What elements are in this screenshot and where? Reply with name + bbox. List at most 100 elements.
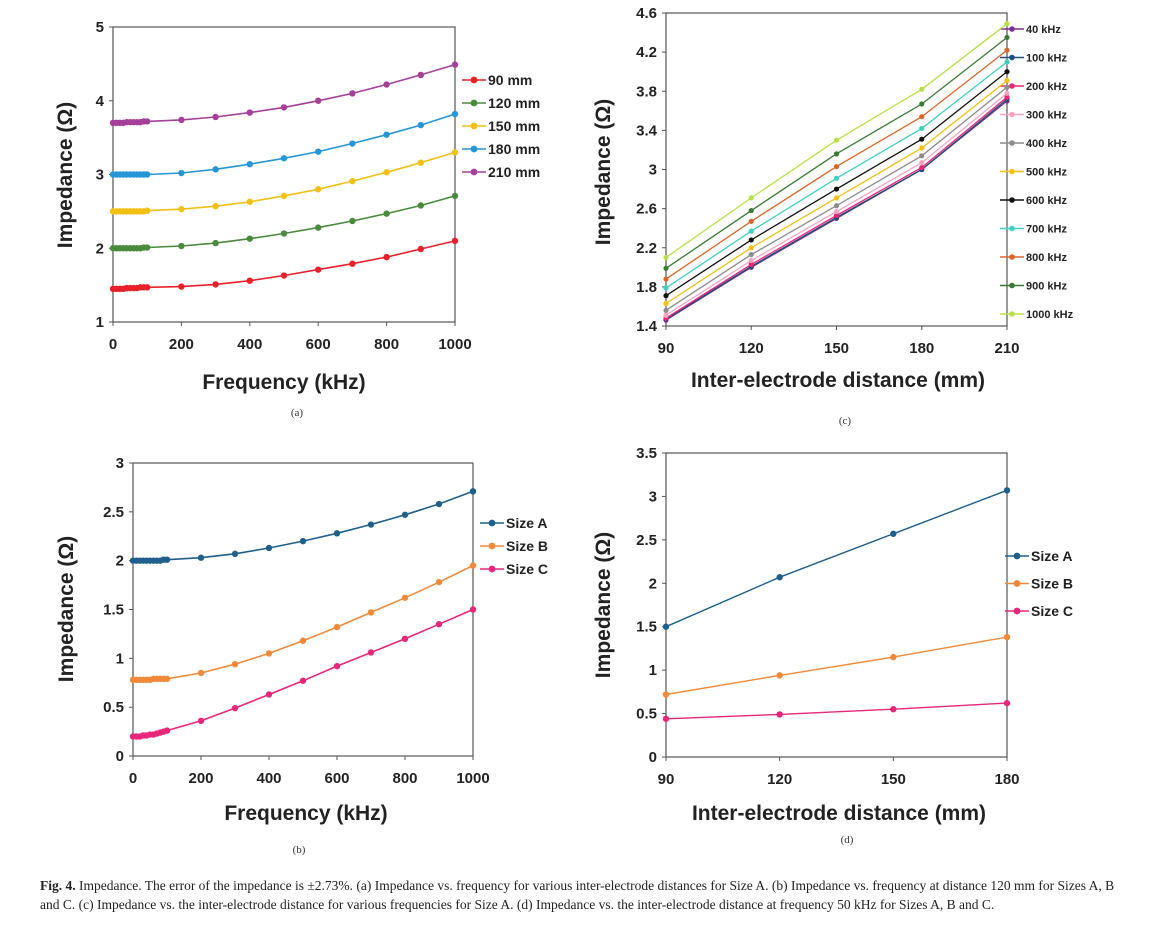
x-tick-label: 1000: [438, 336, 471, 353]
legend-swatch-marker: [1013, 607, 1021, 615]
data-point: [144, 284, 151, 291]
data-point: [919, 164, 925, 171]
data-point: [349, 217, 356, 225]
data-point: [367, 521, 375, 528]
legend-label: 120 mm: [488, 95, 540, 111]
data-point: [1003, 699, 1011, 707]
data-point: [367, 609, 375, 616]
data-point: [748, 237, 754, 243]
x-tick-label: 800: [392, 770, 417, 787]
data-point: [919, 136, 925, 142]
legend-swatch-marker: [470, 76, 478, 84]
series-size-a: [662, 487, 1011, 630]
series-line: [133, 490, 474, 562]
data-point: [1004, 84, 1010, 90]
legend-swatch-marker: [1009, 26, 1015, 32]
data-point: [299, 537, 307, 545]
data-point: [178, 116, 185, 124]
y-tick-label: 3: [649, 162, 657, 179]
data-point: [280, 230, 288, 237]
series-line: [113, 240, 456, 290]
y-tick-label: 1: [116, 650, 124, 667]
caption-label: Fig. 4.: [40, 878, 76, 893]
x-tick-label: 210: [994, 340, 1019, 357]
legend-label: 90 mm: [488, 72, 532, 88]
x-tick-label: 120: [767, 771, 792, 788]
chart-panel-c: 1.4 1.8 2.2 2.6 3 3.4 3.8 4.2 4.6 90 120 150 180 210 I…: [575, 0, 1150, 435]
series-600-khz: [663, 69, 1010, 299]
series-800-khz: [663, 47, 1010, 282]
data-point: [435, 578, 443, 586]
chart-c-svg: 1.4 1.8 2.2 2.6 3 3.4 3.8 4.2 4.6 90 120 150 180 210 I…: [592, 5, 1074, 427]
data-point: [776, 711, 783, 718]
legend-entry: 100 kHz: [1000, 53, 1067, 65]
data-point: [231, 550, 239, 558]
legend-entry: 90 mm: [462, 72, 532, 88]
data-point: [417, 159, 424, 166]
data-point: [212, 239, 219, 247]
data-point: [178, 169, 185, 177]
data-point: [662, 715, 670, 722]
y-axis-title: Impedance (Ω): [592, 532, 615, 678]
data-point: [383, 253, 390, 261]
data-point: [163, 727, 171, 734]
data-point: [469, 606, 477, 613]
data-point: [367, 649, 375, 656]
legend-label: Size B: [506, 538, 548, 554]
legend-swatch-marker: [1009, 140, 1015, 146]
legend-entry: 200 kHz: [1000, 81, 1067, 93]
legend-entry: 150 mm: [462, 118, 540, 134]
data-point: [383, 81, 390, 88]
data-point: [663, 312, 669, 318]
data-point: [212, 113, 219, 121]
legend-swatch-marker: [1009, 111, 1015, 118]
data-point: [1004, 34, 1010, 41]
data-point: [919, 125, 925, 132]
series-210-mm: [109, 61, 459, 127]
data-point: [144, 118, 151, 125]
series-line: [113, 195, 456, 250]
legend-label: Size A: [1031, 548, 1073, 564]
data-point: [299, 637, 307, 644]
data-point: [663, 276, 669, 282]
series-line: [113, 63, 456, 124]
legend-label: 800 kHz: [1026, 252, 1067, 264]
data-point: [663, 265, 669, 271]
legend-swatch-marker: [1009, 197, 1015, 203]
y-tick-label: 0: [116, 748, 124, 765]
x-tick-label: 600: [306, 336, 331, 353]
chart-panel-d: 0 0.5 1 1.5 2 2.5 3 3.5 90 120 150 180 Impedance (Ω)…: [575, 445, 1150, 870]
legend-label: 1000 kHz: [1026, 309, 1074, 321]
series-line: [665, 61, 1008, 289]
data-point: [451, 149, 459, 156]
legend-label: Size B: [1031, 576, 1073, 592]
data-point: [1004, 69, 1010, 75]
series-90-mm: [109, 237, 459, 293]
series-line: [113, 113, 456, 176]
chart-panel-b: 0 0.5 1 1.5 2 2.5 3 0 200 400 600 800 1000 Impedance …: [0, 445, 575, 870]
legend-entry: Size C: [480, 561, 548, 577]
data-point: [265, 691, 273, 698]
y-tick-label: 3.8: [636, 83, 657, 100]
data-point: [890, 653, 897, 661]
legend-swatch-marker: [470, 99, 478, 107]
legend-swatch-marker: [470, 145, 478, 153]
series-500-khz: [663, 77, 1010, 307]
data-point: [246, 277, 253, 284]
y-axis-title: Impedance (Ω): [55, 536, 78, 682]
y-tick-label: 5: [96, 19, 104, 36]
data-point: [212, 281, 219, 288]
y-tick-label: 2.5: [636, 532, 657, 549]
legend-label: 150 mm: [488, 118, 540, 134]
legend-swatch-marker: [488, 542, 496, 550]
data-point: [748, 195, 754, 201]
data-point: [231, 704, 239, 712]
panel-label: (d): [841, 834, 854, 846]
data-point: [435, 620, 443, 628]
legend-swatch-marker: [470, 168, 478, 176]
legend-label: 600 kHz: [1026, 195, 1067, 207]
legend-entry: Size A: [480, 515, 548, 531]
data-point: [349, 90, 356, 97]
legend-label: 400 kHz: [1026, 138, 1067, 150]
legend-entry: Size B: [480, 538, 548, 554]
